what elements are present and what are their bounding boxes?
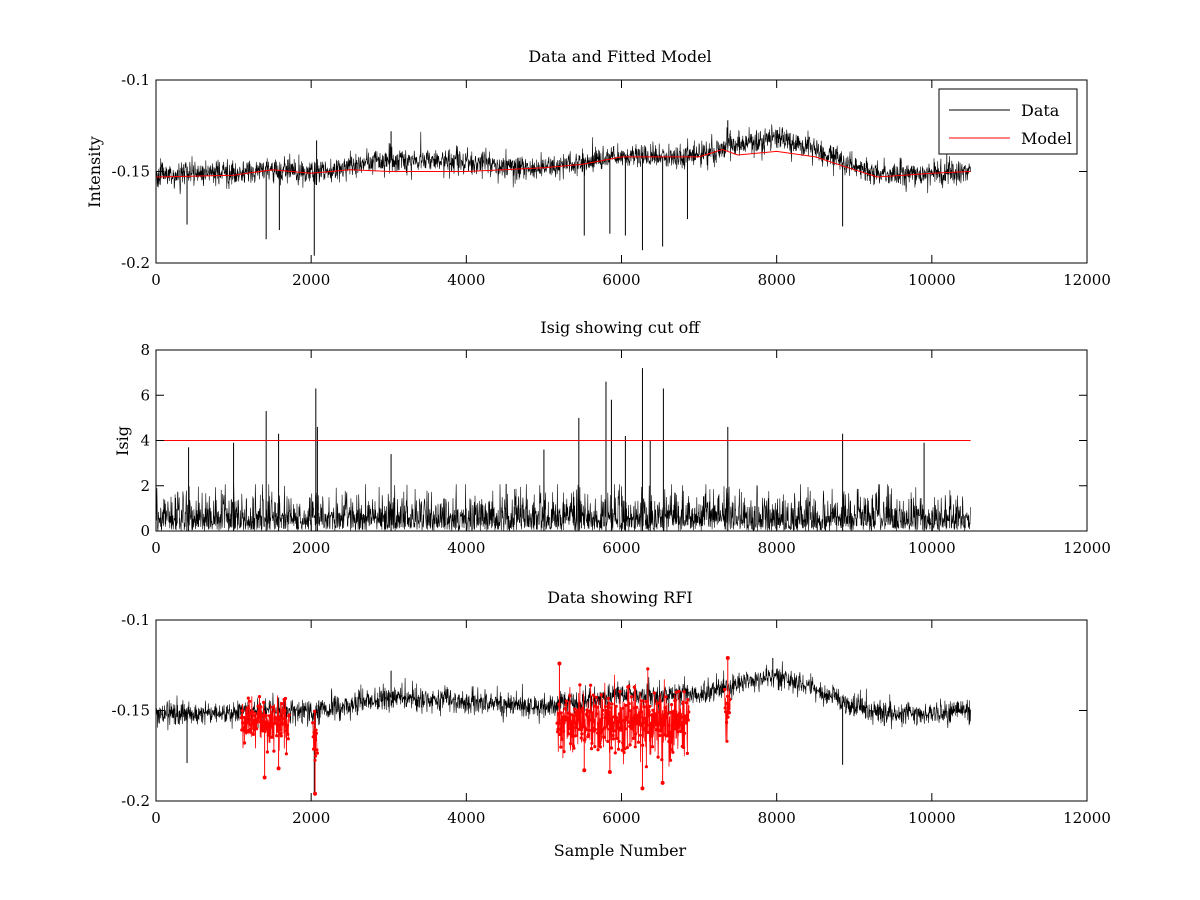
y-tick-label: -0.1 xyxy=(121,71,150,89)
rfi-marker xyxy=(636,740,641,744)
y-tick-label: -0.2 xyxy=(121,254,150,272)
chart-title: Isig showing cut off xyxy=(540,318,701,337)
x-tick-label: 6000 xyxy=(602,539,640,557)
x-tick-label: 10000 xyxy=(908,809,956,827)
x-tick-label: 4000 xyxy=(447,539,485,557)
plot-area: 0 2000 4000 6000 8000 10000 12000 0 2 4 6 8 xyxy=(140,341,1110,557)
rfi-outlier-marker xyxy=(607,770,612,775)
rfi-outlier-marker xyxy=(582,768,587,773)
x-tick-label: 0 xyxy=(151,539,161,557)
series-line-isig xyxy=(156,483,971,531)
y-tick-label: 8 xyxy=(140,341,150,359)
series-line-data xyxy=(156,124,971,195)
rfi-outlier-marker xyxy=(660,780,665,785)
y-tick-label: -0.15 xyxy=(112,702,150,720)
x-tick-label: 12000 xyxy=(1063,539,1111,557)
panel-data-and-fitted-model: Data and Fitted Model Intensity 0 2000 400… xyxy=(85,47,1111,289)
rfi-outlier-marker xyxy=(262,775,267,780)
y-tick-label: 4 xyxy=(140,432,150,450)
legend: Data Model xyxy=(938,88,1078,155)
plot-content xyxy=(156,656,971,796)
chart-title: Data showing RFI xyxy=(547,588,692,607)
x-tick-label: 6000 xyxy=(602,809,640,827)
x-tick-label: 6000 xyxy=(602,271,640,289)
y-tick-label: -0.2 xyxy=(121,792,150,810)
rfi-marker xyxy=(671,750,675,754)
x-tick-label: 4000 xyxy=(447,809,485,827)
rfi-outlier-marker xyxy=(276,766,281,771)
rfi-marker xyxy=(644,765,649,769)
legend-label-model: Model xyxy=(1021,129,1072,148)
plot-area: 0 2000 4000 6000 8000 10000 12000 -0.2 -0.15 -0.1 xyxy=(112,611,1111,827)
x-tick-label: 10000 xyxy=(908,271,956,289)
x-tick-label: 8000 xyxy=(758,539,796,557)
y-tick-label: -0.15 xyxy=(112,163,150,181)
x-tick-label: 8000 xyxy=(758,809,796,827)
series-line-model xyxy=(156,148,971,178)
x-axis-label: Sample Number xyxy=(554,841,687,860)
x-tick-label: 12000 xyxy=(1063,809,1111,827)
rfi-outlier-marker xyxy=(725,656,730,661)
rfi-marker xyxy=(284,752,288,756)
x-tick-label: 12000 xyxy=(1063,271,1111,289)
x-tick-label: 0 xyxy=(151,271,161,289)
rfi-outlier-marker xyxy=(313,791,318,796)
plot-content xyxy=(156,368,971,531)
rfi-segment xyxy=(239,695,291,756)
legend-box xyxy=(938,88,1078,155)
chart-title: Data and Fitted Model xyxy=(528,47,711,66)
x-tick-label: 2000 xyxy=(292,271,330,289)
y-axis-label: Intensity xyxy=(85,136,104,208)
y-tick-label: -0.1 xyxy=(121,611,150,629)
plot-area: 0 2000 4000 6000 8000 10000 12000 -0.2 -0.15 -0.1 xyxy=(112,71,1111,289)
rfi-marker xyxy=(650,745,655,749)
series-line-data xyxy=(156,661,971,731)
x-tick-label: 0 xyxy=(151,809,161,827)
y-tick-label: 2 xyxy=(140,477,150,495)
x-tick-label: 8000 xyxy=(758,271,796,289)
x-tick-label: 10000 xyxy=(908,539,956,557)
panel-data-showing-rfi: Data showing RFI Sample Number 0 2000 4000… xyxy=(112,588,1111,860)
x-tick-label: 2000 xyxy=(292,539,330,557)
rfi-segment xyxy=(723,687,732,743)
rfi-line xyxy=(556,668,690,767)
rfi-outlier-marker xyxy=(557,661,562,666)
x-tick-label: 2000 xyxy=(292,809,330,827)
y-tick-label: 0 xyxy=(140,522,150,540)
y-tick-label: 6 xyxy=(140,386,150,404)
panel-isig-cutoff: Isig showing cut off Isig 0 2000 4000 6000 8… xyxy=(113,318,1111,557)
y-axis-label: Isig xyxy=(113,426,132,456)
rfi-line xyxy=(240,695,290,754)
plot-content xyxy=(156,120,971,256)
rfi-marker xyxy=(669,758,673,762)
legend-label-data: Data xyxy=(1021,101,1060,120)
rfi-outlier-marker xyxy=(640,786,645,791)
x-tick-label: 4000 xyxy=(447,271,485,289)
rfi-segment xyxy=(555,667,691,769)
